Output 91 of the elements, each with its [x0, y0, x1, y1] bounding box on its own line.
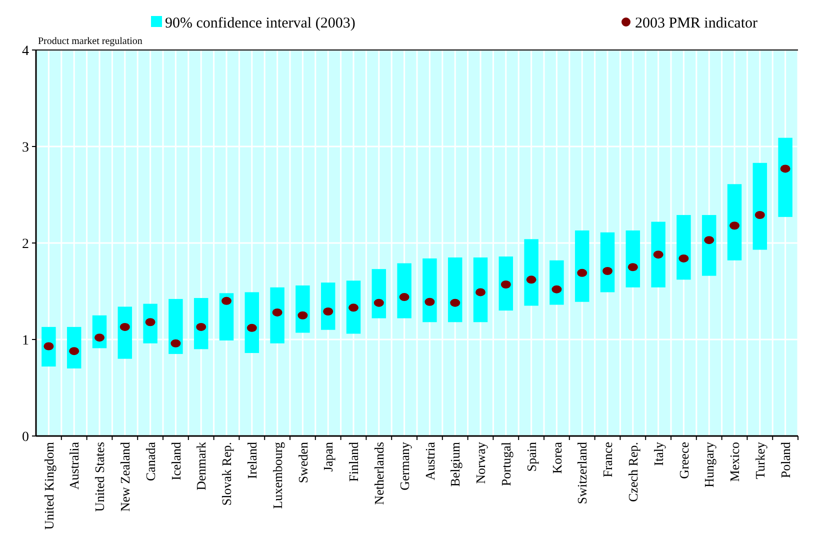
bar	[244, 292, 260, 354]
x-tick-label: Switzerland	[574, 442, 590, 504]
bar	[727, 184, 742, 260]
x-tick-label: Netherlands	[371, 442, 386, 505]
x-tick-label: Sweden	[295, 442, 310, 484]
x-tick-label: Greece	[676, 442, 692, 479]
x-tick-label: France	[600, 442, 616, 478]
point	[628, 263, 638, 272]
bar	[118, 306, 132, 359]
point	[653, 250, 664, 259]
point	[94, 334, 104, 342]
x-tick-label: Turkey	[752, 442, 768, 480]
x-tick-label: United States	[92, 442, 108, 512]
x-tick-label: Spain	[524, 442, 539, 472]
point	[500, 280, 511, 288]
x-tick-label: Australia	[66, 442, 82, 490]
point	[374, 298, 384, 307]
x-tick-label: Japan	[320, 442, 336, 472]
x-tick-label: Italy	[650, 442, 666, 466]
bar	[397, 263, 412, 318]
bar	[448, 257, 462, 322]
point	[602, 266, 612, 275]
point	[120, 322, 130, 331]
bar	[270, 287, 284, 344]
bar	[676, 215, 691, 280]
bar	[320, 282, 336, 330]
x-tick-label: Austria	[422, 442, 438, 480]
point	[450, 298, 460, 307]
y-tick-label: 3	[22, 140, 29, 156]
point	[196, 322, 206, 331]
point	[552, 285, 562, 294]
point	[222, 296, 232, 305]
point	[754, 211, 765, 220]
bar	[296, 285, 310, 333]
x-tick-label: Finland	[346, 442, 362, 482]
x-tick-label: Iceland	[168, 442, 184, 480]
x-tick-label: United Kingdom	[41, 442, 56, 530]
bar	[626, 230, 640, 288]
x-tick-label: Denmark	[194, 442, 209, 490]
legend-label: 90% confidence interval (2003)	[165, 15, 356, 32]
y-axis-title: Product market regulation	[38, 36, 142, 47]
bar	[778, 138, 792, 217]
x-tick-label: Korea	[549, 442, 564, 474]
x-tick-label: Luxembourg	[270, 442, 285, 509]
x-tick-label: Poland	[778, 442, 793, 478]
point	[678, 254, 689, 262]
bar	[752, 162, 768, 250]
bar	[498, 256, 514, 311]
bar	[194, 298, 208, 350]
point	[780, 164, 790, 173]
bar	[600, 232, 615, 292]
bar	[702, 215, 716, 276]
y-tick-label: 4	[22, 44, 29, 59]
point	[323, 308, 334, 316]
point	[526, 276, 536, 284]
x-tick-label: Ireland	[244, 442, 260, 479]
y-tick-label: 1	[22, 333, 29, 348]
point	[424, 298, 435, 306]
x-tick-label: Germany	[396, 442, 412, 490]
bar	[550, 260, 564, 305]
bar	[422, 258, 437, 322]
point	[577, 268, 588, 277]
point	[704, 236, 714, 244]
x-tick-label: New Zealand	[117, 442, 132, 512]
point	[348, 304, 358, 312]
x-tick-label: Hungary	[702, 442, 717, 488]
bar	[168, 298, 183, 354]
bar	[473, 257, 488, 322]
y-tick-label: 2	[22, 236, 29, 252]
legend-label: 2003 PMR indicator	[635, 15, 758, 32]
point	[476, 288, 486, 296]
bar	[651, 222, 666, 288]
point	[298, 311, 308, 320]
bar	[346, 280, 361, 334]
x-tick-label: Canada	[142, 442, 158, 481]
bar	[372, 269, 386, 318]
point	[730, 222, 740, 230]
x-tick-label: Czech Rep.	[625, 442, 640, 502]
bar	[574, 230, 590, 302]
y-tick-label: 0	[22, 430, 29, 445]
x-tick-label: Slovak Rep.	[219, 442, 234, 506]
point	[399, 293, 410, 302]
x-tick-label: Portugal	[498, 442, 514, 486]
x-tick-label: Belgium	[448, 442, 463, 487]
point	[246, 324, 257, 332]
bar	[219, 293, 234, 340]
point	[272, 308, 282, 316]
bar	[524, 239, 538, 306]
point	[170, 339, 181, 348]
x-tick-label: Norway	[473, 442, 488, 484]
x-tick-label: Mexico	[727, 442, 742, 482]
